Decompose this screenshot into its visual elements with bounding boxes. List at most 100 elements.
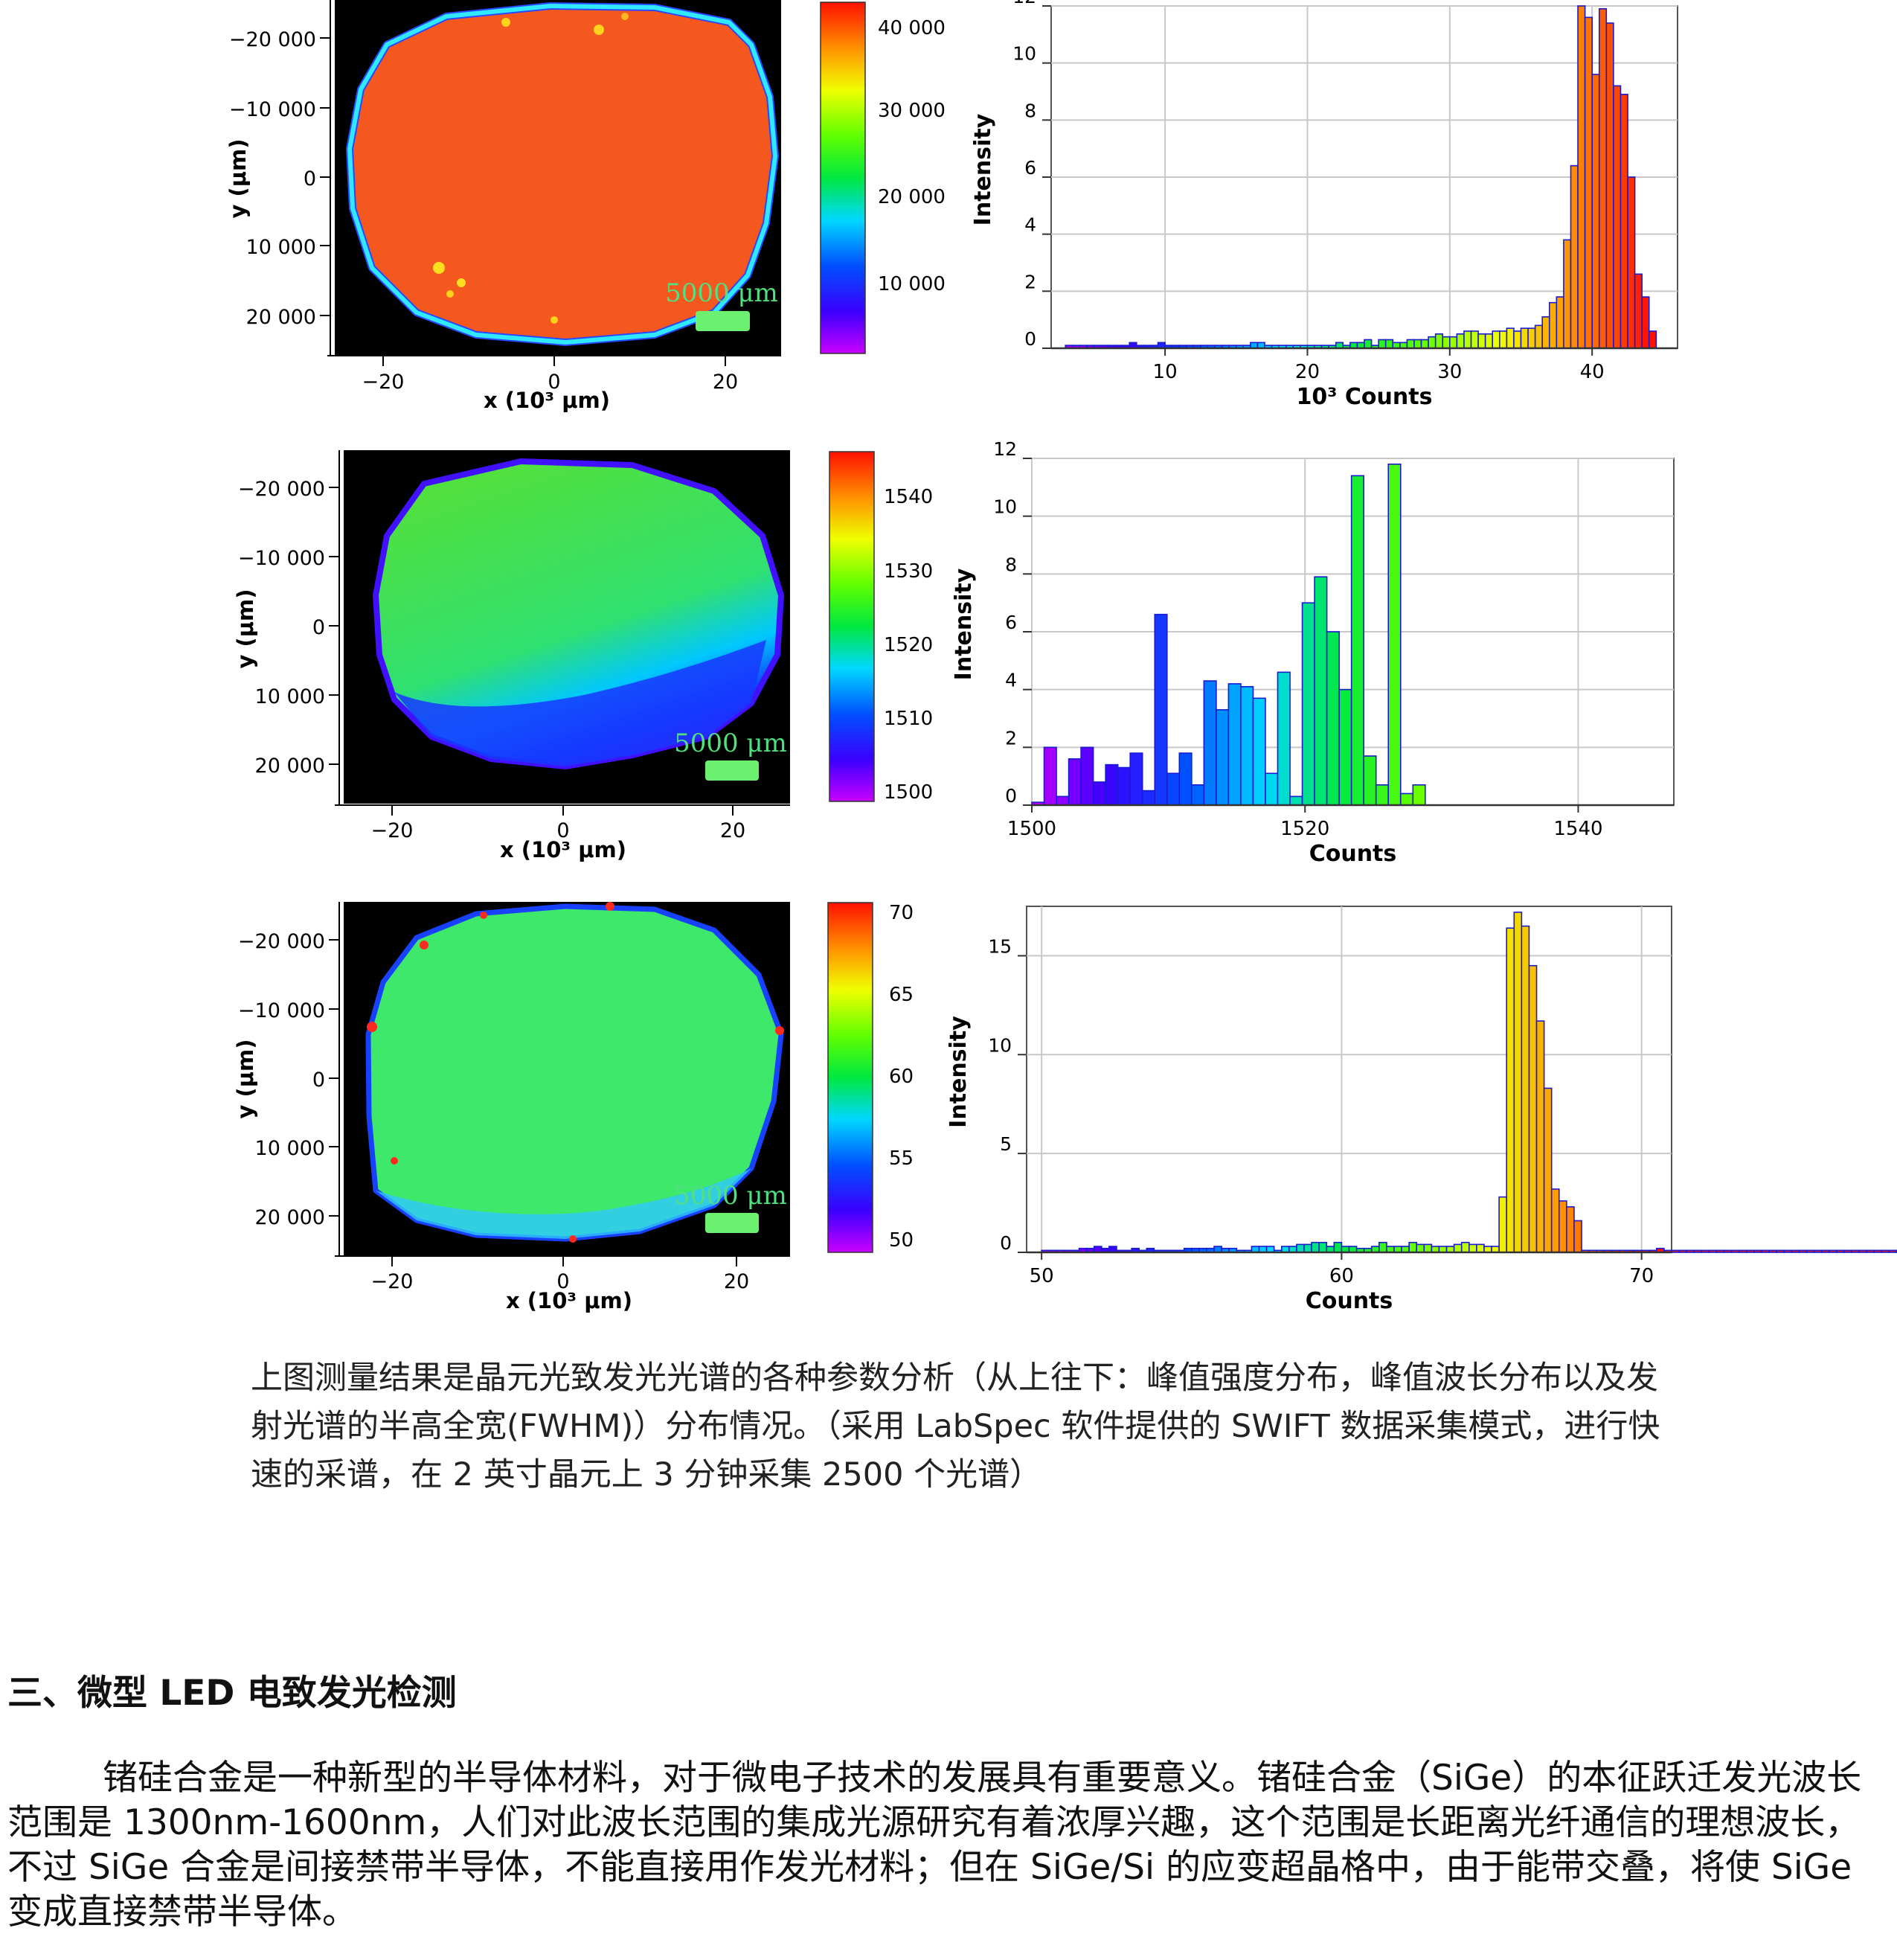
map-x-axis-label: x (10³ μm) [500,837,626,862]
map-y-tick-label: −10 000 [238,999,325,1022]
histogram-bar [1289,795,1303,806]
map-defect-spots [433,13,629,324]
histogram-bar [1506,327,1515,349]
map-x-tick-label: −20 [371,1270,414,1293]
y-tick-label: 6 [1005,612,1017,633]
histogram-bar [1835,1249,1845,1253]
histogram-bar [1311,1241,1320,1253]
histogram-bar [1476,1243,1485,1253]
colorbar-label: 60 [889,1066,914,1088]
y-tick-label: 12 [993,438,1017,460]
plot-frame [1026,906,1672,1253]
map-x-axis-label: x (10³ μm) [484,388,610,413]
histogram-bar [1591,74,1600,349]
histogram-bar [1477,333,1486,349]
scale-bar-label: 5000 μm [674,728,787,758]
histogram-bar [1141,790,1156,806]
y-tick-label: 8 [1005,554,1017,575]
histogram-bar [1492,330,1500,349]
histogram-bar [1881,1249,1890,1253]
histogram-bar [1550,1188,1560,1253]
histogram-bar [1364,339,1373,349]
map-y-axis-label: y (μm) [233,1039,258,1118]
histogram-bar [1453,1243,1463,1253]
histogram-bar [1513,330,1522,349]
pl-analysis-figure: 5000 μm −20 000 −10 000 0 10 000 20 000 [225,0,1897,1314]
histogram-bar [1240,685,1254,806]
histogram-bar [1420,339,1429,349]
colorbar-label: 70 [889,902,914,924]
histogram-bar [1191,784,1205,806]
histogram-bar [1693,1249,1703,1253]
histogram-bar [1296,1243,1305,1253]
x-tick-label: 1500 [1007,818,1056,840]
histogram-bar [1791,1249,1800,1253]
colorbar-scale [829,451,875,802]
map-x-tick-label: 20 [713,371,738,394]
histogram-bar [1203,680,1217,806]
scale-bar [696,311,750,331]
histogram-bar [1484,333,1494,349]
histogram-bar [1723,1249,1733,1253]
body-paragraph: 锗硅合金是一种新型的半导体材料，对于微电子技术的发展具有重要意义。锗硅合金（Si… [7,1756,1882,1935]
histogram-bar [1442,336,1451,349]
map-y-tick-label: 0 [312,1069,325,1092]
histogram-bar [1715,1249,1725,1253]
body-text: 锗硅合金是一种新型的半导体材料，对于微电子技术的发展具有重要意义。锗硅合金（Si… [7,1758,1862,1932]
histogram-bar [1338,688,1352,806]
histogram-bar [1378,339,1387,349]
histogram-bar [1805,1249,1815,1253]
x-axis-label: Counts [1306,1288,1393,1314]
map-x-tick-label: 0 [548,371,560,394]
map-x-tick-label: 20 [720,819,745,842]
x-tick-label: 50 [1030,1265,1054,1287]
histogram-bar [1363,755,1377,806]
y-tick-label: 0 [1005,785,1017,807]
histogram-bar [1080,746,1094,806]
histogram-bar [1566,1206,1575,1253]
histogram-bar [1577,5,1586,349]
histogram-bar [1092,781,1106,806]
histogram-bar [1584,16,1593,349]
colorbar-label: 20 000 [878,186,946,208]
fwhm-map: 5000 μm −20 000 −10 000 0 10 000 20 000 [233,902,790,1313]
map-y-ticks: −20 000 −10 000 0 10 000 20 000 [229,28,330,329]
histogram-bar [1068,758,1082,806]
map-y-tick-label: 20 000 [246,306,316,329]
histogram-bar [1678,1249,1687,1253]
map-y-tick-label: 20 000 [255,755,325,778]
histogram-bar [1776,1249,1785,1253]
histogram-bar [1265,772,1279,806]
histogram-bar [1605,22,1614,349]
wafer-rim [347,4,777,345]
histogram-bar [1866,1249,1875,1253]
y-axis-label: Intensity [946,1016,972,1128]
colorbar-label: 30 000 [878,100,946,122]
y-tick-label: 2 [1024,271,1036,292]
histogram-bar [1408,1241,1418,1253]
section-heading: 三、微型 LED 电致发光检测 [7,1673,457,1714]
histogram-bar [1043,746,1057,806]
histogram-bar [1333,1241,1343,1253]
histogram-bar [1701,1249,1710,1253]
histogram-bar [1216,709,1230,806]
histogram-bar [1318,1241,1328,1253]
histogram-bar [1423,1243,1433,1253]
histogram-bar [1378,1241,1387,1253]
y-tick-label: 0 [1000,1232,1012,1254]
histogram-bar [1641,296,1650,349]
histogram-bar [1541,316,1550,349]
colorbar: 40 000 30 000 20 000 10 000 [820,1,946,354]
histogram-bar [1056,795,1070,806]
histogram-bar [1277,671,1291,806]
histogram-bar [1613,85,1622,349]
histogram-bar [1117,766,1132,806]
peak-intensity-map: 5000 μm −20 000 −10 000 0 10 000 20 000 [225,0,781,413]
histogram-bar [1154,613,1168,806]
histogram-bar [1412,784,1426,806]
fwhm-histogram: 50 60 70 0 5 10 15 Counts Intensity [946,906,1897,1314]
histogram-bar [1783,1249,1793,1253]
map-y-tick-label: 0 [304,167,316,190]
wafer-bottom-band [376,1168,751,1239]
histogram-bar [1858,1249,1867,1253]
